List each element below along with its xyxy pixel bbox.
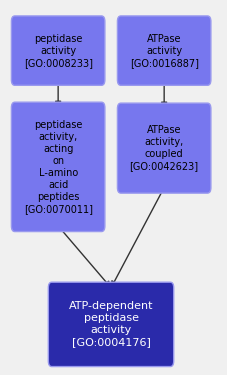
- FancyBboxPatch shape: [11, 16, 104, 86]
- Text: peptidase
activity,
acting
on
L-amino
acid
peptides
[GO:0070011]: peptidase activity, acting on L-amino ac…: [24, 120, 92, 214]
- FancyBboxPatch shape: [11, 102, 104, 231]
- FancyBboxPatch shape: [48, 282, 173, 367]
- Text: ATPase
activity,
coupled
[GO:0042623]: ATPase activity, coupled [GO:0042623]: [129, 125, 198, 171]
- Text: ATP-dependent
peptidase
activity
[GO:0004176]: ATP-dependent peptidase activity [GO:000…: [69, 302, 153, 347]
- Text: peptidase
activity
[GO:0008233]: peptidase activity [GO:0008233]: [24, 34, 92, 68]
- FancyBboxPatch shape: [117, 16, 210, 86]
- Text: ATPase
activity
[GO:0016887]: ATPase activity [GO:0016887]: [129, 34, 198, 68]
- FancyBboxPatch shape: [117, 103, 210, 193]
